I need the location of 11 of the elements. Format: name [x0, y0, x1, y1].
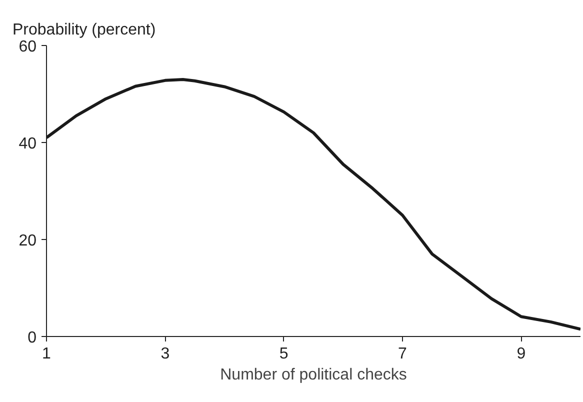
y-tick-label: 20: [18, 232, 37, 250]
x-tick-label: 5: [279, 346, 288, 362]
y-tick-label: 0: [28, 330, 37, 346]
x-axis-title: Number of political checks: [220, 366, 407, 384]
y-tick-label: 40: [18, 136, 37, 152]
x-tick-label: 7: [398, 346, 408, 362]
y-tick-label: 60: [18, 38, 37, 56]
x-tick-label: 9: [516, 346, 526, 362]
x-tick-label: 1: [42, 346, 52, 362]
x-tick-label: 3: [160, 346, 170, 362]
y-axis-title: Probability (percent): [12, 22, 156, 38]
